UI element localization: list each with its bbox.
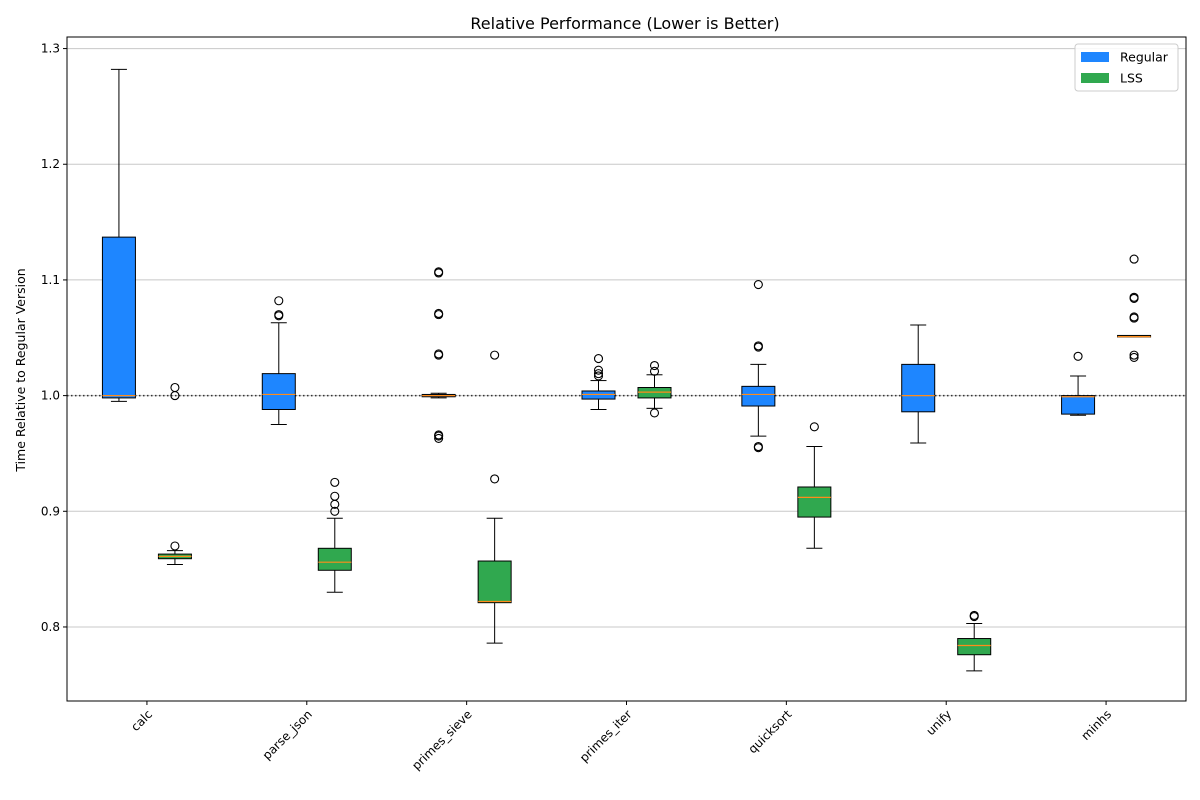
- box-lss-minhs: [1117, 254, 1152, 362]
- outlier-point: [1129, 350, 1139, 360]
- x-tick-label: minhs: [1078, 707, 1114, 743]
- legend-swatch-lss: [1081, 73, 1109, 83]
- gridlines: [67, 48, 1186, 628]
- x-tick-label: unify: [923, 707, 954, 738]
- y-tick-label: 1.1: [41, 273, 60, 287]
- outlier-point: [434, 308, 444, 319]
- outlier-point: [649, 366, 660, 376]
- y-tick-label: 1.3: [41, 42, 60, 56]
- chart-title: Relative Performance (Lower is Better): [470, 14, 779, 33]
- outlier-point: [753, 441, 763, 452]
- box-lss-calc: [157, 382, 192, 565]
- outlier-point: [434, 349, 444, 359]
- box-regular-minhs: [1061, 351, 1096, 416]
- outlier-point: [434, 433, 444, 443]
- outlier-point: [593, 365, 604, 375]
- box-lss-primes_iter: [637, 360, 672, 418]
- outlier-point: [969, 610, 979, 620]
- outlier-point: [593, 371, 604, 381]
- box-body: [477, 560, 512, 604]
- legend: Regular LSS: [1074, 43, 1179, 92]
- box-regular-parse_json: [261, 296, 296, 426]
- outlier-point: [649, 360, 660, 371]
- box-body: [797, 486, 832, 518]
- outlier-point: [593, 354, 604, 364]
- outlier-point: [1129, 254, 1139, 264]
- box-regular-calc: [101, 68, 136, 402]
- box-body: [741, 385, 776, 407]
- axes-frame: [66, 36, 1187, 702]
- x-axis: calc parse_json primes_sieve primes_iter qui…: [128, 701, 1114, 773]
- box-lss-unify: [957, 610, 992, 672]
- outlier-point: [490, 474, 500, 484]
- y-tick-label: 0.9: [41, 504, 60, 518]
- outlier-point: [1129, 312, 1139, 322]
- outlier-point: [753, 280, 763, 290]
- outlier-point: [330, 477, 340, 487]
- x-tick-label: primes_sieve: [409, 707, 475, 773]
- outlier-point: [274, 310, 284, 320]
- y-axis-label: Time Relative to Regular Version: [13, 268, 28, 472]
- outlier-point: [809, 422, 819, 432]
- legend-label-lss: LSS: [1120, 71, 1143, 86]
- outlier-point: [1129, 352, 1139, 362]
- box-body: [1061, 395, 1096, 415]
- outlier-point: [649, 408, 660, 418]
- y-tick-label: 1.0: [41, 389, 60, 403]
- x-tick-label: quicksort: [745, 707, 794, 756]
- box-regular-primes_iter: [581, 354, 616, 410]
- legend-swatch-regular: [1081, 52, 1109, 62]
- box-body: [101, 236, 136, 399]
- outlier-point: [330, 491, 340, 501]
- y-tick-label: 1.2: [41, 157, 60, 171]
- box-regular-quicksort: [741, 280, 776, 453]
- box-regular-primes_sieve: [421, 267, 456, 443]
- box-lss-primes_sieve: [477, 350, 512, 644]
- outlier-point: [170, 382, 180, 393]
- box-regular-unify: [901, 324, 936, 444]
- x-tick-label: parse_json: [260, 707, 315, 762]
- box-body: [261, 373, 296, 410]
- outlier-point: [170, 541, 180, 551]
- y-tick-label: 0.8: [41, 620, 60, 634]
- outlier-point: [1073, 351, 1083, 361]
- plot-area: [101, 68, 1152, 672]
- outlier-point: [434, 267, 444, 277]
- outlier-point: [490, 350, 500, 360]
- x-tick-label: calc: [128, 707, 155, 734]
- outlier-point: [1129, 292, 1139, 302]
- box-body: [957, 638, 992, 656]
- outlier-point: [330, 506, 340, 516]
- box-body: [317, 547, 352, 571]
- outlier-point: [593, 369, 604, 379]
- x-tick-label: primes_iter: [577, 707, 635, 765]
- box-lss-quicksort: [797, 422, 832, 549]
- legend-label-regular: Regular: [1120, 50, 1169, 65]
- box-body: [901, 363, 936, 413]
- outlier-point: [434, 430, 444, 440]
- outlier-point: [274, 296, 284, 306]
- box-lss-parse_json: [317, 477, 352, 593]
- outlier-point: [753, 341, 763, 351]
- y-axis: 0.8 0.9 1.0 1.1 1.2 1.3: [41, 42, 67, 634]
